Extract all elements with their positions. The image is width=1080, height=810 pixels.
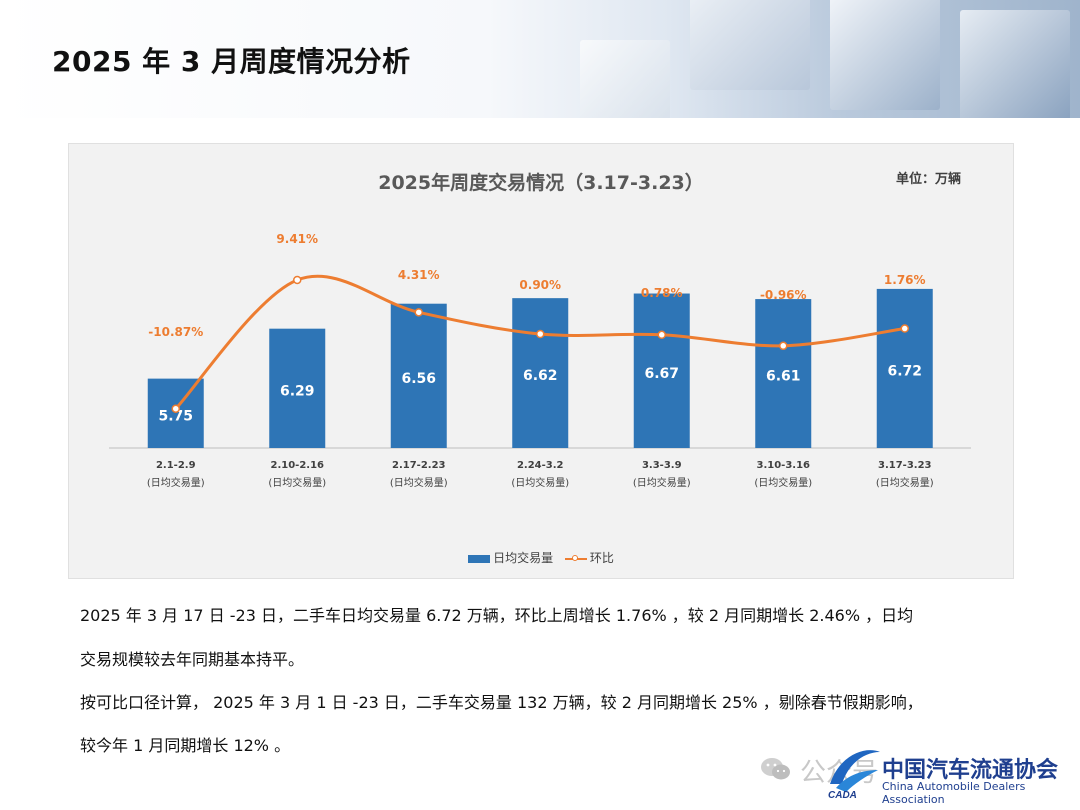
- bar: [755, 299, 812, 448]
- chart-legend: 日均交易量 环比: [69, 549, 1013, 566]
- chart-title: 2025年周度交易情况（3.17-3.23）: [378, 172, 704, 194]
- cada-logo-icon: CADA: [828, 750, 880, 800]
- x-tick-label: 3.10-3.16: [757, 460, 811, 471]
- line-value-label: -0.96%: [760, 288, 807, 302]
- x-tick-label: 3.17-3.23: [878, 460, 932, 471]
- bar-value-label: 6.29: [280, 383, 315, 399]
- decorative-cube: [690, 0, 810, 90]
- paragraph-line-2: 交易规模较去年同期基本持平。: [80, 650, 305, 669]
- x-tick-label: 2.24-3.2: [517, 460, 564, 471]
- line-value-label: -10.87%: [148, 325, 203, 339]
- bar-value-label: 6.67: [644, 366, 679, 382]
- chart-plot: 5.75 2.1-2.9 (日均交易量) 6.29 2.10-2.16 (日均交易量) 6.…: [109, 232, 971, 489]
- bar-value-label: 6.61: [766, 369, 801, 385]
- line-value-label: 1.76%: [884, 273, 926, 287]
- x-tick-sublabel: (日均交易量): [147, 476, 205, 489]
- legend-item-bar: 日均交易量: [468, 549, 553, 566]
- x-tick-sublabel: (日均交易量): [876, 476, 934, 489]
- legend-label-bar: 日均交易量: [493, 551, 554, 565]
- footer-watermark: 公众号 CADA 中国汽车流通协会 China Automobile Deale…: [756, 744, 1080, 806]
- decorative-cube: [580, 40, 670, 118]
- header-banner: [0, 0, 1080, 118]
- page-title: 2025 年 3 月周度情况分析: [52, 45, 411, 78]
- bar: [512, 298, 569, 448]
- decorative-cube: [830, 0, 940, 110]
- legend-bar-swatch: [468, 554, 491, 563]
- legend-line-swatch: [564, 554, 587, 561]
- paragraph-line-4: 较今年 1 月同期增长 12% 。: [80, 736, 291, 755]
- line-point: [657, 330, 666, 340]
- org-name-cn: 中国汽车流通协会: [882, 757, 1059, 783]
- bar-value-label: 6.62: [523, 368, 558, 384]
- x-tick-label: 2.10-2.16: [271, 460, 325, 471]
- line-value-label: 0.90%: [519, 278, 561, 292]
- x-tick-sublabel: (日均交易量): [511, 476, 569, 489]
- org-name-en: China Automobile Dealers Association: [882, 780, 1026, 806]
- line-point: [293, 275, 302, 285]
- line-value-label: 9.41%: [276, 232, 318, 246]
- decorative-cube: [960, 10, 1070, 118]
- x-tick-label: 3.3-3.9: [642, 460, 682, 471]
- x-tick-sublabel: (日均交易量): [754, 476, 812, 489]
- line-point: [171, 404, 180, 413]
- bar: [390, 303, 447, 448]
- paragraph-line-3: 按可比口径计算， 2025 年 3 月 1 日 -23 日，二手车交易量 132…: [80, 693, 923, 712]
- bar: [876, 288, 933, 448]
- x-tick-label: 2.1-2.9: [156, 460, 196, 471]
- bar: [269, 328, 326, 448]
- legend-label-line: 环比: [589, 551, 614, 565]
- line-value-label: 0.78%: [641, 286, 683, 300]
- bar-value-label: 5.75: [158, 408, 193, 424]
- line-point: [779, 341, 788, 351]
- x-tick-label: 2.17-2.23: [392, 460, 446, 471]
- bar: [633, 293, 690, 448]
- line-value-label: 4.31%: [398, 268, 440, 282]
- x-tick-sublabel: (日均交易量): [633, 476, 691, 489]
- x-tick-sublabel: (日均交易量): [390, 476, 448, 489]
- line-point: [536, 329, 545, 339]
- x-tick-sublabel: (日均交易量): [268, 476, 326, 489]
- line-point: [900, 324, 909, 333]
- bar-value-label: 6.72: [887, 363, 922, 379]
- chart-panel: 2025年周度交易情况（3.17-3.23） 单位：万辆 5.75 2.1-2.9…: [68, 143, 1014, 579]
- legend-item-line: 环比: [564, 549, 614, 566]
- unit-label: 单位：万辆: [895, 172, 961, 187]
- wechat-icon: [761, 758, 790, 780]
- bar-value-label: 6.56: [401, 371, 436, 387]
- logo-text: CADA: [828, 790, 857, 800]
- line-point: [414, 308, 423, 317]
- paragraph-line-1: 2025 年 3 月 17 日 -23 日，二手车日均交易量 6.72 万辆，环…: [80, 606, 914, 625]
- bar: [147, 378, 204, 448]
